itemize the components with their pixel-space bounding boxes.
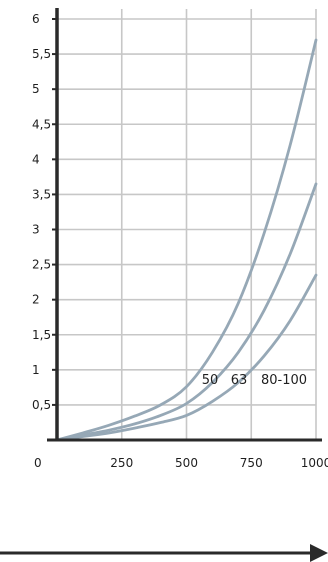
y-tick-label: 0,5 — [32, 398, 51, 412]
y-tick-label: 3 — [32, 223, 40, 237]
y-tick-label: 5,5 — [32, 47, 51, 61]
grid — [57, 9, 317, 440]
y-tick-label: 4 — [32, 152, 40, 166]
y-tick-label: 1,5 — [32, 328, 51, 342]
x-tick-label: 500 — [175, 456, 198, 470]
labels: 0,5 1 1,5 2 2,5 3 3,5 4 4,5 5 5,5 6 0 250 500 750 1000 50… — [32, 12, 328, 470]
axes — [47, 8, 322, 442]
y-tick-label: 5 — [32, 82, 40, 96]
y-tick-label: 4,5 — [32, 117, 51, 131]
series-line — [55, 182, 318, 442]
series-label: 80-100 — [261, 373, 307, 388]
series-label: 63 — [231, 373, 248, 388]
x-tick-label: 1000 — [301, 456, 328, 470]
series-line — [55, 273, 318, 442]
x-tick-label: 750 — [240, 456, 263, 470]
x-tick-label: 0 — [34, 456, 42, 470]
y-tick-label: 3,5 — [32, 187, 51, 201]
arrow — [0, 544, 328, 562]
y-tick-label: 2 — [32, 293, 40, 307]
y-tick-label: 2,5 — [32, 258, 51, 272]
y-tick-label: 6 — [32, 12, 40, 26]
x-tick-label: 250 — [110, 456, 133, 470]
y-tick-label: 1 — [32, 363, 40, 377]
series-label: 50 — [202, 373, 219, 388]
curves — [55, 38, 318, 442]
series-line — [55, 38, 318, 442]
